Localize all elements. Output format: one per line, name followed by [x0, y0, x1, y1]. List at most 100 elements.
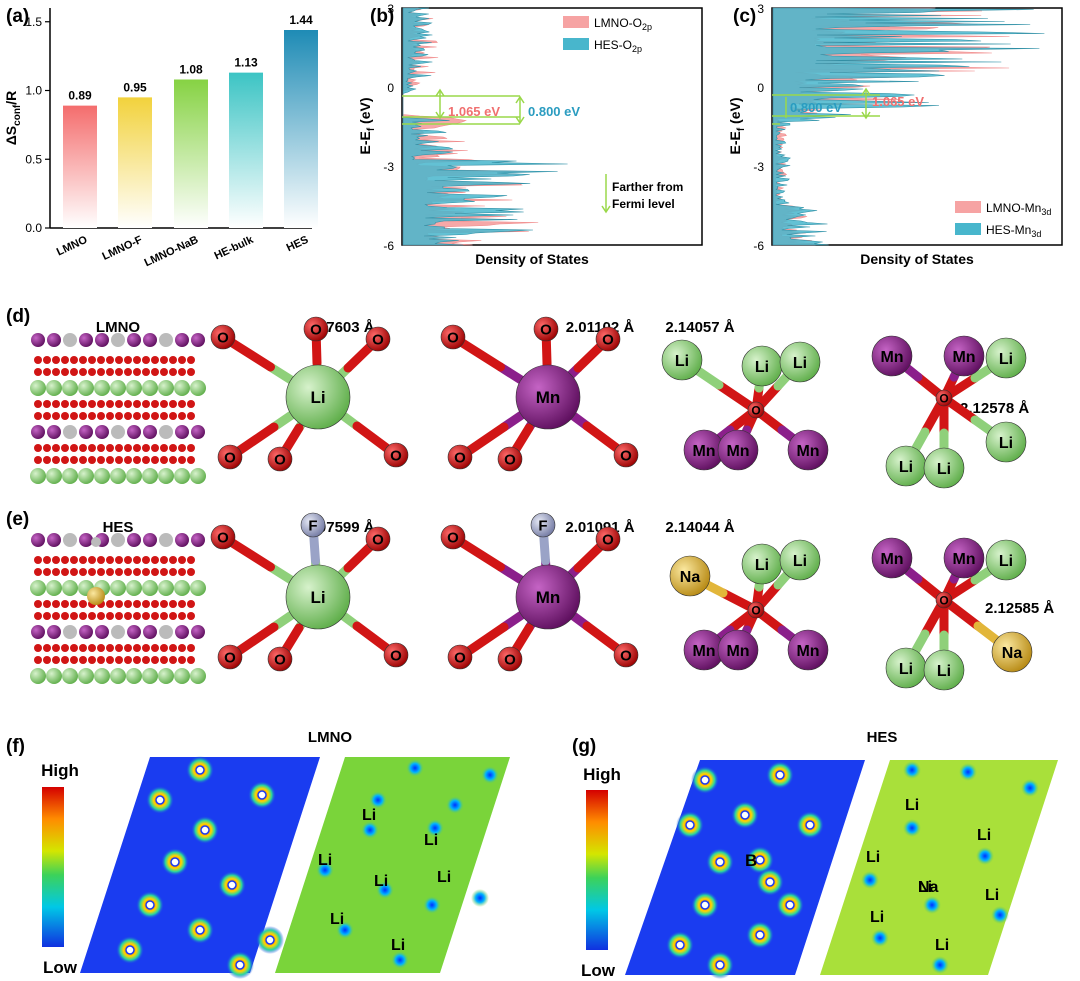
- lattice-li: [110, 380, 126, 396]
- lattice-li: [190, 380, 206, 396]
- lattice-o: [79, 644, 87, 652]
- atom-label: Li: [937, 461, 951, 478]
- lattice-o: [97, 556, 105, 564]
- x-axis-label: Density of States: [860, 251, 974, 267]
- map-atom-label: Li: [424, 832, 438, 849]
- lattice-o: [151, 568, 159, 576]
- lattice-o: [178, 456, 186, 464]
- lattice-o: [142, 368, 150, 376]
- atom-o: [613, 642, 639, 668]
- lattice-tm: [79, 533, 93, 547]
- lattice-tm: [111, 333, 125, 347]
- lattice-li: [174, 468, 190, 484]
- lattice-li: [126, 468, 142, 484]
- category-label: LMNO-F: [100, 234, 144, 263]
- lattice-o: [133, 568, 141, 576]
- lattice-o: [88, 444, 96, 452]
- lattice-o: [97, 612, 105, 620]
- map-atom-label: Li: [935, 937, 949, 954]
- lattice-li: [46, 580, 62, 596]
- density-center: [805, 820, 815, 830]
- atom-o: [440, 324, 466, 350]
- lattice-o: [187, 644, 195, 652]
- lattice-na: [87, 587, 105, 605]
- panel-d: (d) LMNO 2.07603 Å 2.01102 Å 2.14057 Å 2…: [6, 306, 1029, 489]
- map-atom-label: Na: [918, 879, 939, 896]
- atom-label: O: [540, 321, 552, 338]
- lattice-o: [142, 556, 150, 564]
- lattice-tm: [191, 533, 205, 547]
- lattice-li: [158, 380, 174, 396]
- lattice-tm: [63, 533, 77, 547]
- bar-lmno: [63, 105, 97, 228]
- lattice-o: [97, 568, 105, 576]
- lattice-o: [61, 556, 69, 564]
- lattice-o: [160, 656, 168, 664]
- lattice-o: [43, 612, 51, 620]
- lattice-o: [160, 568, 168, 576]
- lattice-o: [124, 412, 132, 420]
- lattice-tm: [63, 625, 77, 639]
- svg-text:0: 0: [387, 81, 394, 95]
- lattice-o: [106, 568, 114, 576]
- atom-label: O: [602, 331, 614, 348]
- lattice-o: [160, 400, 168, 408]
- density-dot: [903, 761, 921, 779]
- octahedron-mn: Mn O F O O O O: [440, 512, 639, 672]
- atom-label: Mn: [796, 443, 819, 460]
- lattice-o: [34, 368, 42, 376]
- y-axis-label: E-Ef (eV): [727, 97, 747, 154]
- density-dot: [391, 951, 409, 969]
- density-center: [265, 935, 275, 945]
- lattice-tm: [191, 425, 205, 439]
- lattice-o: [106, 456, 114, 464]
- legend-swatch-lmno: [563, 16, 589, 28]
- lattice-o: [52, 356, 60, 364]
- lattice-o: [43, 656, 51, 664]
- lattice-o: [79, 656, 87, 664]
- octahedron-mn: Mn O O O O O O: [440, 316, 639, 472]
- lattice-o: [43, 456, 51, 464]
- lattice-o: [124, 444, 132, 452]
- lattice-o: [97, 456, 105, 464]
- lattice-o: [187, 568, 195, 576]
- density-center: [715, 857, 725, 867]
- density-center: [235, 960, 245, 970]
- atom-li: [985, 421, 1027, 463]
- lattice-tm: [111, 625, 125, 639]
- lattice-tm: [47, 625, 61, 639]
- atom-label: Li: [999, 351, 1013, 368]
- lattice-o: [133, 612, 141, 620]
- lattice-li: [190, 468, 206, 484]
- lattice-o: [169, 656, 177, 664]
- density-center: [227, 880, 237, 890]
- lattice-o: [124, 612, 132, 620]
- category-label: LMNO: [55, 234, 90, 259]
- lattice-tm: [31, 625, 45, 639]
- lattice-o: [142, 356, 150, 364]
- lattice-o: [97, 444, 105, 452]
- atom-mn: [717, 629, 759, 671]
- density-dot: [369, 791, 387, 809]
- density-center: [257, 790, 267, 800]
- density-center: [170, 857, 180, 867]
- lattice-li: [190, 668, 206, 684]
- atom-label: Mn: [952, 551, 975, 568]
- svg-text:-3: -3: [753, 160, 764, 174]
- lattice-o: [151, 368, 159, 376]
- lattice-o: [115, 368, 123, 376]
- atom-label: O: [447, 329, 459, 346]
- lattice-o: [187, 612, 195, 620]
- atom-li: [285, 364, 351, 430]
- lattice-o: [142, 644, 150, 652]
- density-dot: [446, 796, 464, 814]
- lattice-o: [160, 600, 168, 608]
- lattice-o: [178, 600, 186, 608]
- lattice-o: [124, 400, 132, 408]
- atom-li: [779, 341, 821, 383]
- lattice-o: [160, 444, 168, 452]
- svg-text:-6: -6: [383, 239, 394, 253]
- lattice-li: [62, 380, 78, 396]
- atom-o: [383, 442, 409, 468]
